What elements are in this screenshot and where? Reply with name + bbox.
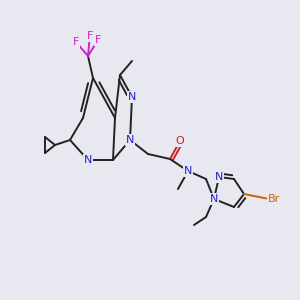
Text: N: N <box>126 135 134 145</box>
Text: F: F <box>87 31 93 41</box>
Text: F: F <box>95 35 101 45</box>
Text: N: N <box>184 166 192 176</box>
Text: N: N <box>210 194 218 204</box>
Text: F: F <box>73 37 79 47</box>
Text: Br: Br <box>268 194 280 204</box>
Text: N: N <box>128 92 136 102</box>
Text: N: N <box>84 155 92 165</box>
Text: O: O <box>176 136 184 146</box>
Text: N: N <box>215 172 223 182</box>
